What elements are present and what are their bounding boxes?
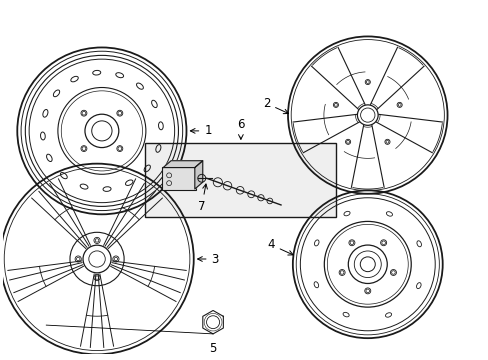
Polygon shape — [163, 161, 203, 167]
Bar — [145, 143, 336, 217]
Polygon shape — [194, 161, 203, 189]
Text: 6: 6 — [237, 118, 244, 139]
Text: 3: 3 — [197, 252, 219, 266]
FancyBboxPatch shape — [162, 167, 195, 190]
Text: 5: 5 — [209, 342, 216, 355]
Text: 7: 7 — [198, 184, 207, 213]
Text: 4: 4 — [267, 238, 292, 255]
Text: 1: 1 — [190, 125, 211, 138]
Text: 2: 2 — [262, 97, 288, 114]
